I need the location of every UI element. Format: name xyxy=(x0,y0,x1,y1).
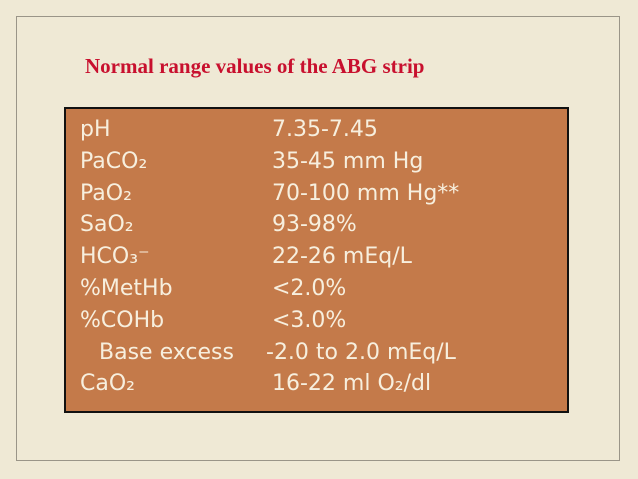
slide-title: Normal range values of the ABG strip xyxy=(85,54,425,78)
normal-range: 7.35-7.45 xyxy=(272,117,378,142)
parameter-name: pH xyxy=(80,117,111,142)
normal-range: 22-26 mEq/L xyxy=(272,244,412,270)
parameter-name: SaO₂ xyxy=(80,212,134,238)
parameter-name: PaO₂ xyxy=(80,180,132,206)
parameter-name: HCO₃⁻ xyxy=(80,244,150,270)
parameter-name: %MetHb xyxy=(80,276,173,301)
parameter-name: CaO₂ xyxy=(80,371,135,397)
slide-frame xyxy=(16,16,620,461)
abg-table: pH 7.35-7.45 PaCO₂ 35-45 mm Hg PaO₂ 70-100 mm… xyxy=(64,107,569,413)
normal-range: 70-100 mm Hg** xyxy=(272,180,460,206)
normal-range: -2.0 to 2.0 mEq/L xyxy=(266,339,456,365)
normal-range: <2.0% xyxy=(272,276,347,301)
normal-range: 16-22 ml O₂/dl xyxy=(272,371,432,397)
parameter-name: Base excess xyxy=(99,339,234,365)
normal-range: 35-45 mm Hg xyxy=(272,148,424,174)
normal-range: 93-98% xyxy=(272,212,357,238)
normal-range: <3.0% xyxy=(272,307,347,333)
parameter-name: %COHb xyxy=(80,307,165,333)
parameter-name: PaCO₂ xyxy=(80,148,148,174)
